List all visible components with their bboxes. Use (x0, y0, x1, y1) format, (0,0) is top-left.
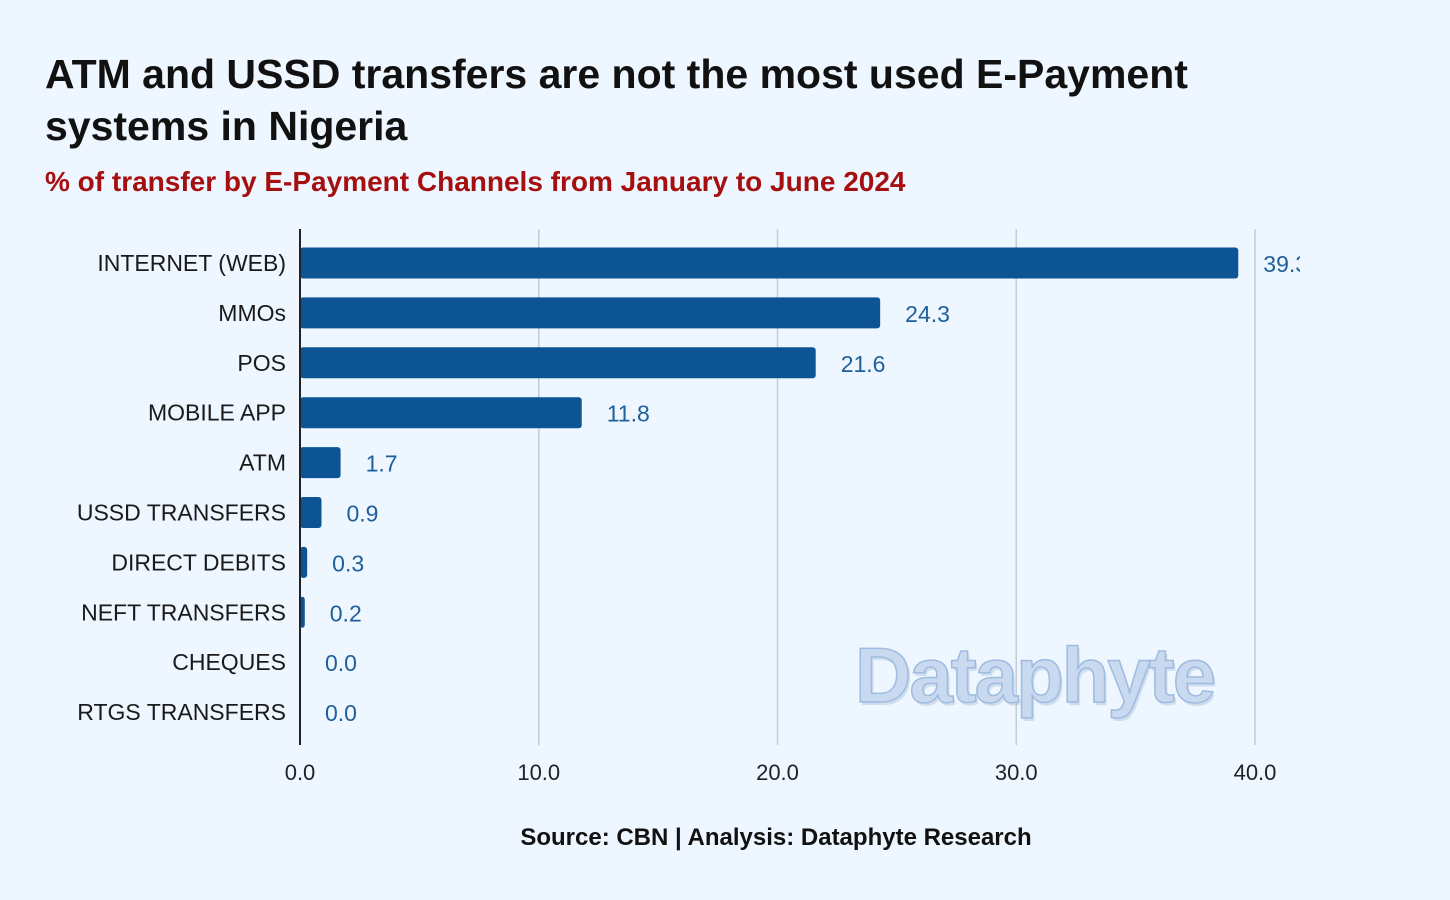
bar (300, 397, 582, 429)
x-tick-label: 0.0 (285, 760, 316, 785)
value-label: 0.0 (325, 650, 357, 676)
category-label: USSD TRANSFERS (77, 500, 286, 526)
bar (300, 596, 305, 628)
value-labels: 39.3 24.3 21.6 11.8 1.7 0.9 0.3 0.2 0.0 0.0 (325, 251, 1308, 726)
category-label: CHEQUES (172, 649, 286, 675)
source-note: Source: CBN | Analysis: Dataphyte Resear… (520, 824, 1032, 851)
value-label: 0.0 (325, 700, 357, 726)
x-tick-label: 20.0 (756, 760, 799, 785)
bar (300, 546, 308, 578)
dataphyte-watermark-logo: Dataphyte (854, 630, 1217, 720)
value-label: 24.3 (905, 301, 950, 327)
bar (300, 347, 816, 379)
bar (300, 247, 1239, 279)
x-tick-label: 10.0 (517, 760, 560, 785)
bar (300, 497, 322, 528)
bar (300, 447, 341, 479)
value-label: 0.9 (346, 501, 378, 527)
category-label: NEFT TRANSFERS (81, 599, 286, 625)
x-tick-label: 40.0 (1234, 760, 1277, 785)
chart-subtitle: % of transfer by E-Payment Channels from… (45, 166, 906, 197)
category-label: INTERNET (WEB) (97, 250, 286, 276)
category-label: MMOs (218, 300, 286, 326)
category-labels: INTERNET (WEB) MMOs POS MOBILE APP ATM USSD T… (77, 250, 286, 725)
bar (300, 297, 881, 329)
category-label: RTGS TRANSFERS (77, 699, 286, 725)
chart-title: ATM and USSD transfers are not the most … (45, 51, 1188, 149)
value-label: 21.6 (841, 351, 886, 377)
category-label: MOBILE APP (148, 400, 286, 426)
value-label: 0.2 (330, 600, 362, 626)
bars (300, 247, 1239, 628)
value-label: 0.3 (332, 550, 364, 576)
x-tick-label: 30.0 (995, 760, 1038, 785)
category-label: POS (237, 350, 286, 376)
x-tick-labels: 0.0 10.0 20.0 30.0 40.0 (285, 760, 1277, 785)
category-label: ATM (239, 450, 286, 476)
value-label: 1.7 (366, 451, 398, 477)
value-label: 11.8 (607, 401, 650, 427)
category-label: DIRECT DEBITS (111, 549, 286, 575)
value-label: 39.3 (1263, 251, 1308, 277)
